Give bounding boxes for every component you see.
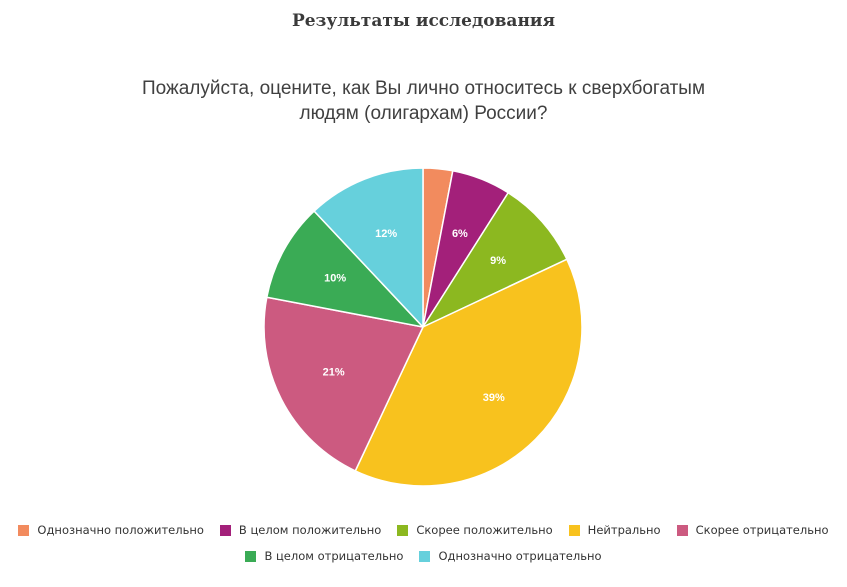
pie-slice-4 — [354, 258, 583, 487]
pie-slice-3 — [422, 192, 568, 328]
legend-label-3: Скорее положительно — [416, 523, 553, 537]
legend-row-1: Однозначно положительно В целом положител… — [0, 523, 847, 537]
legend-swatch-2 — [219, 524, 231, 536]
legend-label-6: В целом отрицательно — [264, 549, 404, 563]
slice-label-2: 6% — [452, 228, 468, 240]
chart-title: Пожалуйста, оцените, как Вы лично относи… — [120, 76, 727, 126]
slice-label-6: 10% — [324, 273, 346, 285]
legend-label-4: Нейтрально — [587, 523, 661, 537]
legend-swatch-3 — [397, 524, 409, 536]
legend-swatch-6 — [245, 550, 257, 562]
legend-item-5: Скорее отрицательно — [676, 523, 829, 537]
slice-label-7: 12% — [375, 228, 397, 240]
page-heading: Результаты исследования — [291, 11, 556, 31]
legend-item-3: Скорее положительно — [397, 523, 553, 537]
legend-swatch-5 — [676, 524, 688, 536]
pie-slice-7 — [313, 167, 424, 328]
legend-item-7: Однозначно отрицательно — [419, 549, 602, 563]
legend-item-4: Нейтрально — [568, 523, 661, 537]
legend-label-2: В целом положительно — [238, 523, 382, 537]
legend-label-7: Однозначно отрицательно — [438, 549, 602, 563]
legend-item-6: В целом отрицательно — [245, 549, 403, 563]
slice-label-4: 39% — [483, 392, 505, 404]
legend-item-1: Однозначно положительно — [18, 523, 204, 537]
slice-label-5: 21% — [323, 367, 345, 379]
legend-swatch-7 — [419, 550, 431, 562]
legend-swatch-4 — [568, 524, 580, 536]
legend-item-2: В целом положительно — [219, 523, 382, 537]
legend-label-1: Однозначно положительно — [37, 523, 204, 537]
chart-title-line-2: людям (олигархам) России? — [299, 103, 548, 124]
slice-label-3: 9% — [490, 255, 506, 267]
pie-slice-6 — [266, 210, 424, 328]
legend-row-2: В целом отрицательно Однозначно отрицател… — [0, 549, 847, 563]
legend-label-5: Скорее отрицательно — [695, 523, 829, 537]
legend-swatch-1 — [18, 524, 30, 536]
chart-title-line-1: Пожалуйста, оцените, как Вы лично относи… — [141, 78, 706, 99]
pie-slice-5 — [263, 296, 424, 472]
